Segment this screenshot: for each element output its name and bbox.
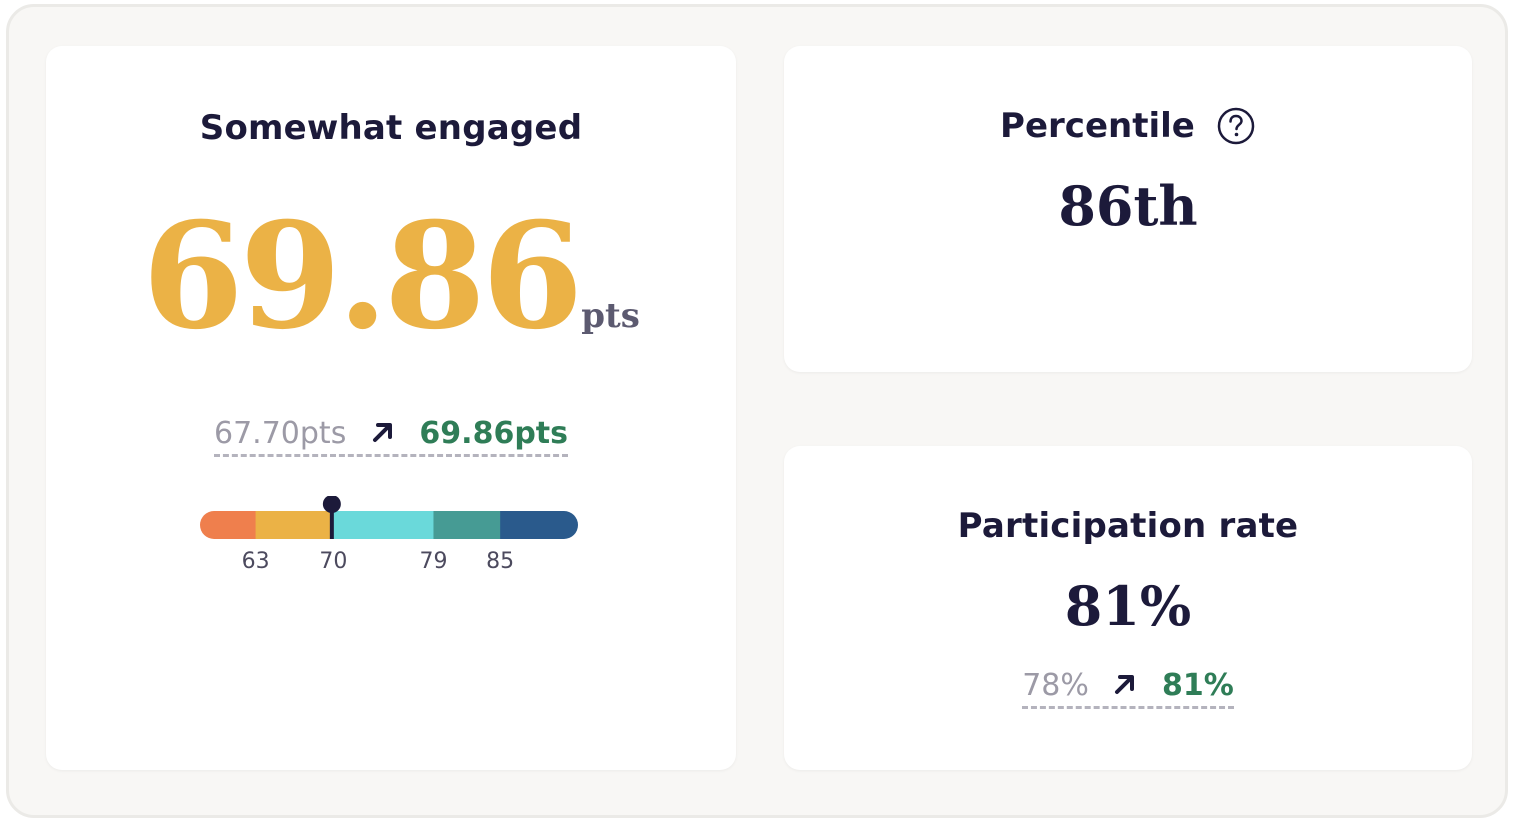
gauge-segment <box>333 511 434 539</box>
gauge-tick-label: 63 <box>242 549 270 574</box>
score-change-from: 67.70pts <box>214 416 347 451</box>
gauge-segment <box>433 511 501 539</box>
participation-change-from: 78% <box>1022 668 1089 703</box>
percentile-title: Percentile <box>1000 106 1195 146</box>
participation-change-tooltip-trigger[interactable]: 78% 81% <box>1022 668 1234 709</box>
score-unit: pts <box>581 296 640 336</box>
arrow-up-right-icon <box>1115 675 1135 694</box>
score-change-tooltip-trigger[interactable]: 67.70pts 69.86pts <box>214 416 568 457</box>
score-value: 69.86 <box>142 191 583 362</box>
engagement-gauge: 63 70 79 85 <box>200 496 578 574</box>
engagement-status-title: Somewhat engaged <box>199 108 583 148</box>
gauge-segment <box>255 511 334 539</box>
participation-card: Participation rate 81% 78% 81% <box>784 446 1472 770</box>
score-change-to: 69.86pts <box>419 416 568 451</box>
question-circle-icon[interactable] <box>1216 106 1256 146</box>
gauge-segment <box>200 511 257 539</box>
participation-title: Participation rate <box>957 506 1299 546</box>
percentile-card: Percentile 86th <box>784 46 1472 372</box>
percentile-value: 86th <box>1058 174 1198 238</box>
gauge-marker-pin <box>322 496 341 513</box>
engagement-score-card: Somewhat engaged 69.86pts 67.70pts 69.86… <box>46 46 736 770</box>
participation-change-to: 81% <box>1161 668 1234 703</box>
gauge-tick-label: 85 <box>486 549 514 574</box>
participation-change[interactable]: 78% 81% <box>784 668 1472 709</box>
arrow-up-right-icon <box>372 423 392 442</box>
gauge-tick-label: 70 <box>319 549 347 574</box>
gauge-segment <box>500 511 578 539</box>
engagement-score: 69.86pts <box>46 204 736 350</box>
participation-value: 81% <box>1064 574 1192 638</box>
gauge-tick-label: 79 <box>419 549 447 574</box>
score-change[interactable]: 67.70pts 69.86pts <box>46 416 736 457</box>
percentile-header: Percentile <box>784 106 1472 146</box>
